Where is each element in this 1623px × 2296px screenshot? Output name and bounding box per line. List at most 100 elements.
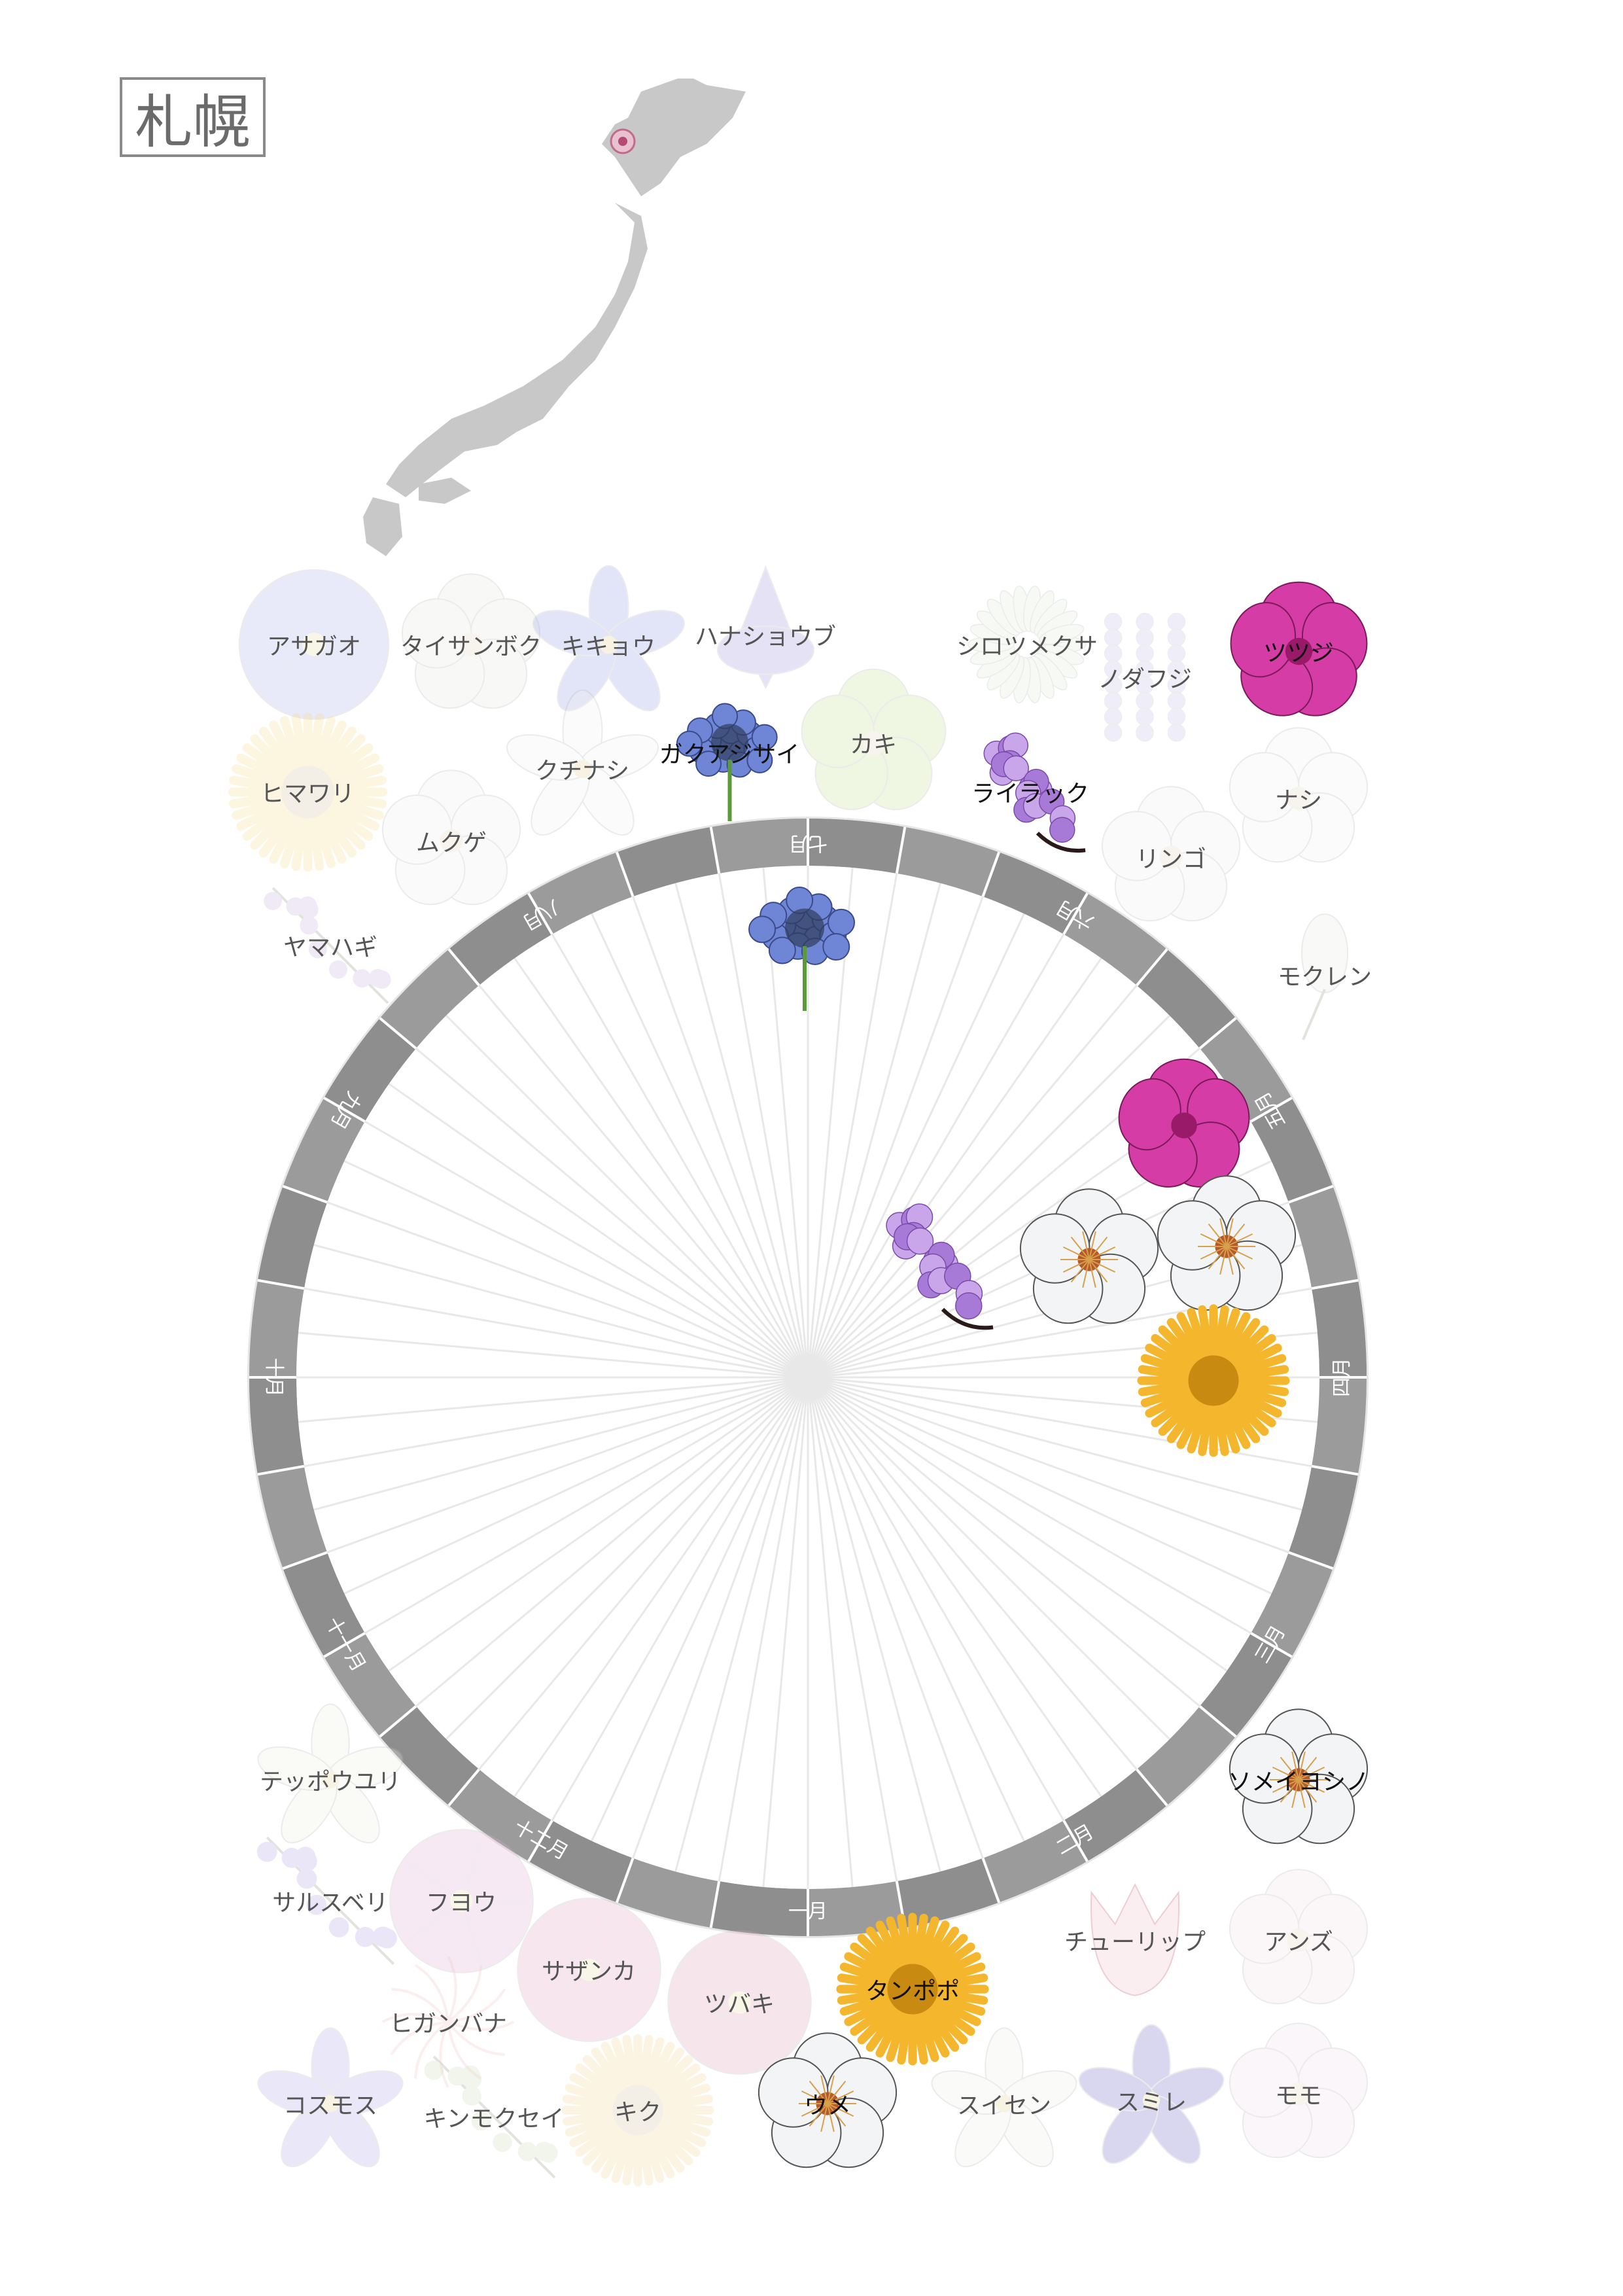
wheel-spoke xyxy=(591,1377,809,1842)
flower-label: アサガオ xyxy=(266,633,362,660)
ring-segment xyxy=(1288,1466,1359,1569)
ring-separator xyxy=(1136,1768,1168,1807)
wheel-spoke xyxy=(807,1376,1302,1511)
ring-separator xyxy=(616,851,635,897)
flower-label: モモ xyxy=(1274,2083,1323,2110)
wheel-spoke xyxy=(762,1377,809,1888)
ring-separator xyxy=(895,826,907,874)
flower-label: タイサンボク xyxy=(400,633,542,660)
ring-separator xyxy=(257,1464,305,1476)
ring-separator xyxy=(1136,948,1168,987)
flower-tulip: チューリップ xyxy=(1056,1861,1214,2019)
flower-anzu: アンズ xyxy=(1219,1861,1378,2019)
flower-label: ノダフジ xyxy=(1097,666,1193,693)
flower-label: スイセン xyxy=(956,2093,1052,2119)
flower-noda-fuji-icon xyxy=(1104,612,1186,742)
flower-mukuge: ムクゲ xyxy=(372,762,531,920)
flower-label: ムクゲ xyxy=(415,830,487,857)
flower-w-somei-icon xyxy=(1019,1188,1159,1324)
flower-tulip-icon xyxy=(1090,1883,1180,1996)
flower-sarusuberi: サルスベリ xyxy=(251,1822,410,1980)
flower-mokuren-icon xyxy=(1301,913,1348,1040)
flower-fuyou-icon xyxy=(389,1828,534,1973)
flower-ringo-icon xyxy=(1101,786,1241,922)
flower-hanashoubu: ハナショウブ xyxy=(690,559,841,711)
flower-nashi: ナシ xyxy=(1219,719,1378,877)
wheel-spoke xyxy=(807,1376,1251,1634)
wheel-spoke xyxy=(551,934,809,1378)
wheel-spoke xyxy=(326,1201,809,1379)
ring-segment xyxy=(1312,1280,1367,1378)
ring-separator xyxy=(1198,1705,1237,1738)
flower-sumire-icon xyxy=(1078,2024,1225,2164)
honshu-shape xyxy=(386,203,648,497)
wheel-spoke xyxy=(807,1376,1272,1595)
wheel-spoke xyxy=(807,896,984,1378)
wheel-spoke xyxy=(632,896,809,1378)
wheel-spoke xyxy=(445,1376,809,1740)
flower-label: モクレン xyxy=(1277,964,1372,991)
ring-separator xyxy=(709,1881,721,1928)
flower-momo: モモ xyxy=(1219,2015,1378,2173)
wheel-spoke xyxy=(807,873,898,1378)
flower-ume-icon xyxy=(758,2032,898,2168)
wheel-spoke xyxy=(807,1376,1171,1740)
wheel-spoke xyxy=(304,1376,809,1468)
wheel-spoke xyxy=(807,934,1065,1378)
ring-segment xyxy=(1136,949,1236,1049)
ring-separator xyxy=(616,1858,635,1903)
ring-separator xyxy=(1288,1185,1334,1204)
flower-label: ナシ xyxy=(1274,787,1323,814)
ring-separator xyxy=(981,851,1000,897)
wheel-spoke xyxy=(807,1377,1065,1821)
ring-separator xyxy=(1062,1820,1089,1862)
wheel-spoke xyxy=(388,1083,809,1379)
flower-w-tanpopo-icon xyxy=(1137,1304,1290,1457)
wheel-spoke xyxy=(718,873,809,1378)
wheel-spoke xyxy=(298,1332,809,1379)
wheel-spoke xyxy=(807,1377,984,1859)
wheel-spoke xyxy=(807,1376,1201,1707)
wheel-spoke xyxy=(388,1376,809,1672)
wheel-spoke xyxy=(807,1376,1228,1672)
ring-separator xyxy=(282,1551,328,1570)
wheel-spoke xyxy=(313,1244,809,1379)
flower-momo-icon xyxy=(1229,2022,1369,2159)
flower-teppouyuri-icon xyxy=(257,1703,404,1844)
flower-label: ツバキ xyxy=(703,1991,775,2018)
wheel-spoke xyxy=(807,913,1025,1378)
flower-shirotsumekusa: シロツメクサ xyxy=(955,573,1099,716)
flower-label: リンゴ xyxy=(1135,846,1207,873)
ring-separator xyxy=(1250,1632,1293,1658)
flower-tsutsuji-icon xyxy=(1230,581,1367,716)
flower-nashi-icon xyxy=(1229,727,1369,863)
ring-separator xyxy=(379,1705,417,1738)
flower-higanbana: ヒガンバナ xyxy=(376,1950,520,2094)
flower-label: ヤマハギ xyxy=(283,934,378,961)
flower-sumire: スミレ xyxy=(1072,2021,1230,2180)
flower-ume: ウメ xyxy=(748,2024,907,2183)
flower-sarusuberi-icon xyxy=(256,1836,397,1966)
month-label: 一月 xyxy=(788,1900,828,1923)
ring-separator xyxy=(1288,1551,1334,1570)
ring-segment xyxy=(449,893,553,986)
japan-map xyxy=(363,79,746,556)
wheel-spoke xyxy=(415,1048,809,1379)
flower-mukuge-icon xyxy=(381,769,521,906)
kyushu-shape xyxy=(363,497,402,556)
flower-kinmokusei: キンモクセイ xyxy=(419,2041,570,2193)
flower-kikyou: キキョウ xyxy=(526,562,691,728)
flower-label: フヨウ xyxy=(425,1890,497,1916)
ring-segment xyxy=(249,1377,304,1475)
wheel-spoke xyxy=(807,883,941,1378)
wheel-spoke xyxy=(415,1376,809,1707)
flower-w-somei xyxy=(1010,1180,1168,1339)
flower-higanbana-icon xyxy=(382,1956,514,2088)
ring-segment xyxy=(616,826,720,897)
flower-yamahagi: ヤマハギ xyxy=(258,874,402,1017)
month-label: 七月 xyxy=(788,832,828,855)
ring-separator xyxy=(447,1768,480,1807)
wheel-spoke xyxy=(807,1377,1102,1797)
wheel-spoke xyxy=(478,984,809,1378)
